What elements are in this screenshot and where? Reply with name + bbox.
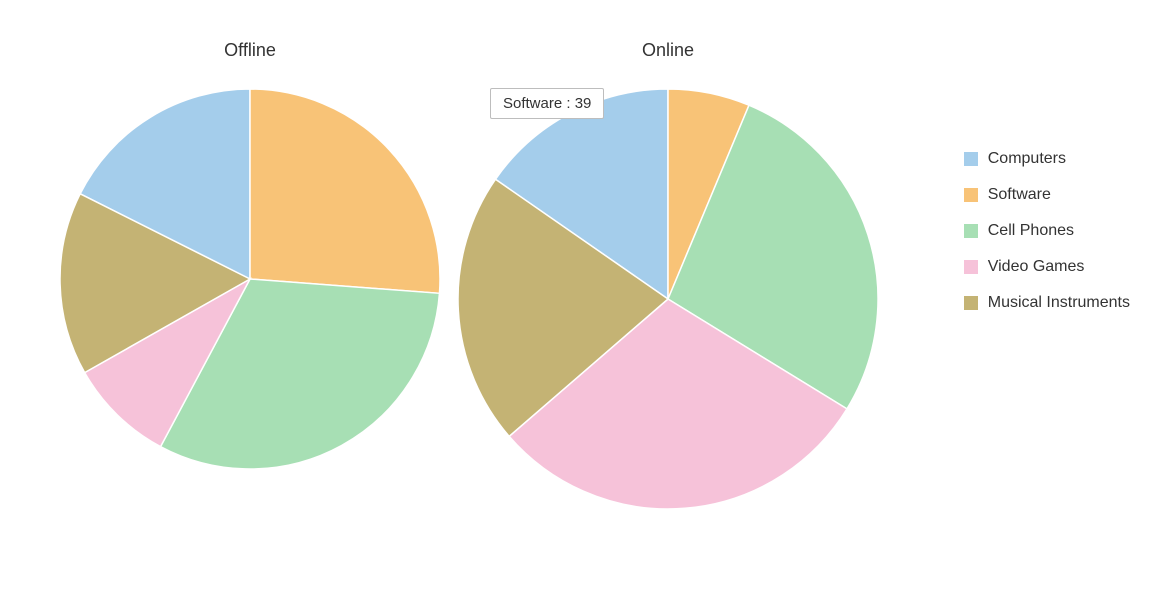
pie-offline-svg[interactable] xyxy=(60,69,440,489)
legend-label: Computers xyxy=(988,150,1066,168)
legend-item-software[interactable]: Software xyxy=(964,186,1130,204)
pie-online-svg[interactable] xyxy=(458,69,878,529)
pie-offline-wrapper: Offline xyxy=(60,40,440,489)
tooltip-value: 39 xyxy=(575,95,592,112)
legend-label: Software xyxy=(988,186,1051,204)
tooltip: Software : 39 xyxy=(490,88,604,119)
legend-item-computers[interactable]: Computers xyxy=(964,150,1130,168)
pie-slice-software[interactable] xyxy=(250,89,440,293)
chart-container: Offline Online Software : 39 Computers So… xyxy=(0,0,1170,600)
legend-label: Video Games xyxy=(988,258,1085,276)
legend-swatch xyxy=(964,260,978,274)
tooltip-label: Software xyxy=(503,95,562,112)
pie-online-title: Online xyxy=(458,40,878,61)
legend-item-video-games[interactable]: Video Games xyxy=(964,258,1130,276)
legend-item-cell-phones[interactable]: Cell Phones xyxy=(964,222,1130,240)
legend-item-musical-instruments[interactable]: Musical Instruments xyxy=(964,294,1130,312)
legend-swatch xyxy=(964,152,978,166)
tooltip-sep: : xyxy=(562,95,575,112)
legend: Computers Software Cell Phones Video Games M… xyxy=(964,150,1130,330)
legend-swatch xyxy=(964,224,978,238)
legend-swatch xyxy=(964,188,978,202)
legend-label: Musical Instruments xyxy=(988,294,1130,312)
pie-offline-title: Offline xyxy=(60,40,440,61)
legend-swatch xyxy=(964,296,978,310)
legend-label: Cell Phones xyxy=(988,222,1074,240)
